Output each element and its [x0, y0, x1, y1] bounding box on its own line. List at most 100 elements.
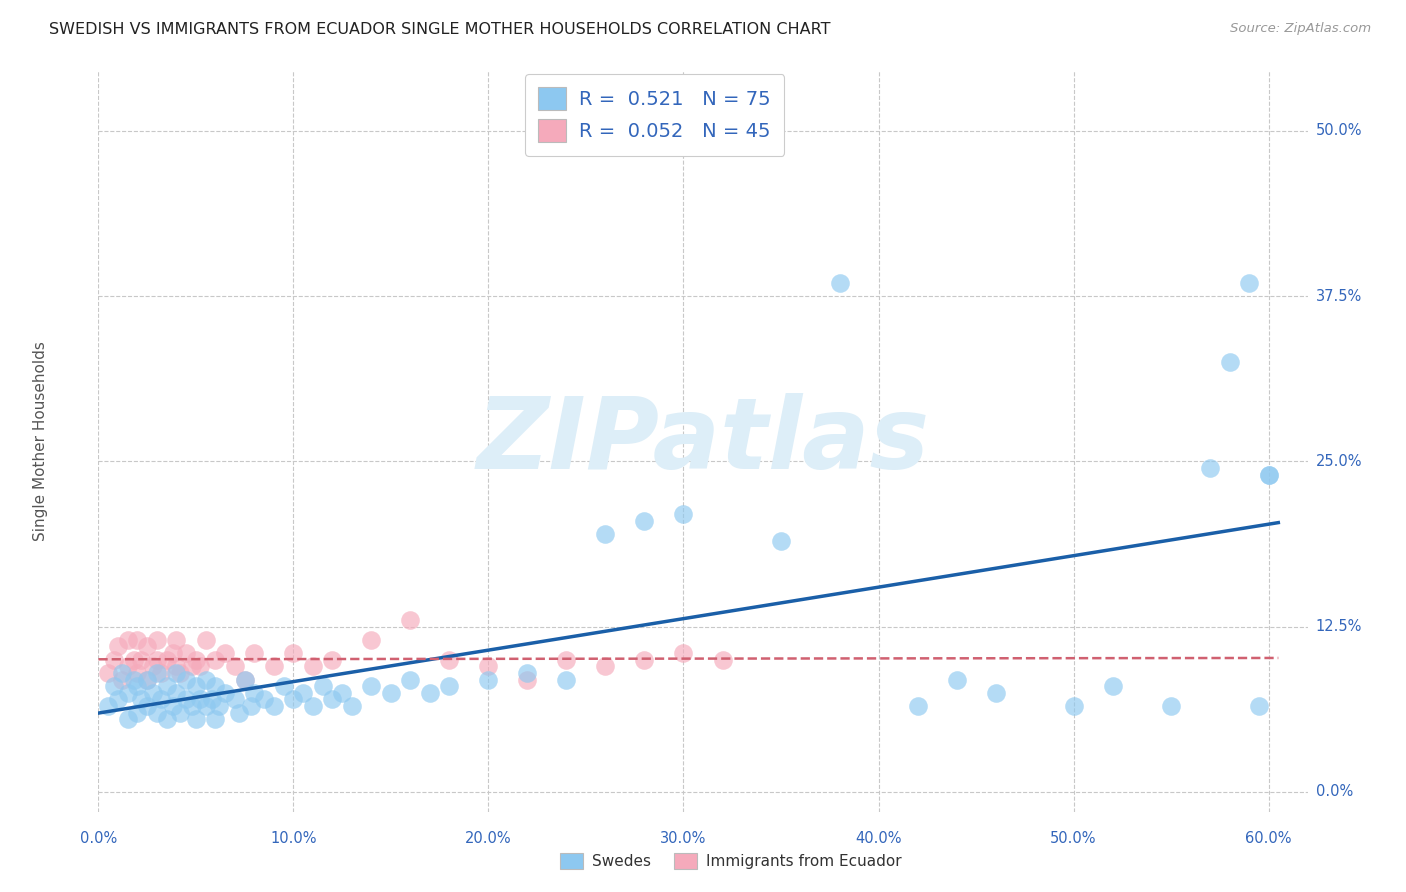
Point: [131, 653, 153, 667]
Point: [380, 686, 402, 700]
Point: [224, 659, 246, 673]
Point: [302, 698, 325, 713]
Point: [174, 673, 197, 687]
Point: [117, 712, 139, 726]
Text: 25.0%: 25.0%: [1316, 454, 1362, 469]
Point: [142, 686, 165, 700]
Point: [184, 653, 207, 667]
Point: [162, 646, 184, 660]
Text: SWEDISH VS IMMIGRANTS FROM ECUADOR SINGLE MOTHER HOUSEHOLDS CORRELATION CHART: SWEDISH VS IMMIGRANTS FROM ECUADOR SINGL…: [49, 22, 831, 37]
Point: [321, 692, 343, 706]
Point: [184, 712, 207, 726]
Point: [181, 659, 204, 673]
Point: [117, 632, 139, 647]
Point: [945, 673, 967, 687]
Point: [907, 698, 929, 713]
Point: [136, 673, 159, 687]
Point: [122, 653, 145, 667]
Point: [204, 712, 226, 726]
Text: 20.0%: 20.0%: [465, 831, 512, 847]
Point: [828, 276, 851, 290]
Text: ZIPatlas: ZIPatlas: [477, 393, 929, 490]
Point: [97, 698, 120, 713]
Point: [103, 653, 125, 667]
Text: Single Mother Households: Single Mother Households: [32, 342, 48, 541]
Point: [399, 673, 422, 687]
Point: [117, 659, 139, 673]
Text: 0.0%: 0.0%: [1316, 784, 1353, 799]
Point: [555, 673, 578, 687]
Point: [165, 632, 187, 647]
Point: [165, 659, 187, 673]
Point: [165, 665, 187, 680]
Point: [149, 692, 172, 706]
Text: 50.0%: 50.0%: [1316, 123, 1362, 138]
Point: [302, 659, 325, 673]
Point: [1063, 698, 1085, 713]
Point: [194, 632, 217, 647]
Point: [136, 640, 159, 654]
Point: [188, 659, 211, 673]
Point: [239, 698, 262, 713]
Point: [1257, 467, 1279, 482]
Legend: R =  0.521   N = 75, R =  0.052   N = 45: R = 0.521 N = 75, R = 0.052 N = 45: [524, 74, 785, 155]
Point: [1237, 276, 1260, 290]
Text: 40.0%: 40.0%: [855, 831, 901, 847]
Point: [194, 698, 217, 713]
Text: Source: ZipAtlas.com: Source: ZipAtlas.com: [1230, 22, 1371, 36]
Point: [1247, 698, 1270, 713]
Point: [555, 653, 578, 667]
Point: [200, 692, 222, 706]
Point: [174, 646, 197, 660]
Point: [174, 692, 197, 706]
Point: [477, 659, 499, 673]
Point: [516, 673, 538, 687]
Point: [228, 706, 250, 720]
Point: [194, 673, 217, 687]
Text: 37.5%: 37.5%: [1316, 289, 1362, 303]
Point: [233, 673, 256, 687]
Point: [142, 659, 165, 673]
Point: [595, 527, 617, 541]
Point: [263, 659, 285, 673]
Text: 12.5%: 12.5%: [1316, 619, 1362, 634]
Point: [146, 653, 169, 667]
Text: 0.0%: 0.0%: [80, 831, 117, 847]
Point: [165, 686, 187, 700]
Point: [243, 646, 266, 660]
Text: 50.0%: 50.0%: [1050, 831, 1097, 847]
Point: [263, 698, 285, 713]
Point: [439, 679, 461, 693]
Point: [1219, 355, 1241, 369]
Point: [146, 665, 169, 680]
Point: [127, 632, 149, 647]
Point: [111, 673, 134, 687]
Point: [711, 653, 734, 667]
Point: [122, 673, 145, 687]
Legend: Swedes, Immigrants from Ecuador: Swedes, Immigrants from Ecuador: [554, 847, 908, 875]
Point: [156, 712, 179, 726]
Point: [321, 653, 343, 667]
Point: [419, 686, 441, 700]
Point: [273, 679, 295, 693]
Point: [399, 613, 422, 627]
Point: [769, 533, 792, 548]
Point: [516, 665, 538, 680]
Point: [1160, 698, 1182, 713]
Point: [136, 698, 159, 713]
Point: [595, 659, 617, 673]
Point: [146, 706, 169, 720]
Point: [243, 686, 266, 700]
Point: [204, 653, 226, 667]
Point: [340, 698, 363, 713]
Point: [127, 665, 149, 680]
Point: [360, 632, 382, 647]
Point: [107, 640, 129, 654]
Point: [224, 692, 246, 706]
Point: [162, 698, 184, 713]
Point: [127, 706, 149, 720]
Point: [1101, 679, 1123, 693]
Point: [1257, 467, 1279, 482]
Point: [136, 673, 159, 687]
Point: [253, 692, 276, 706]
